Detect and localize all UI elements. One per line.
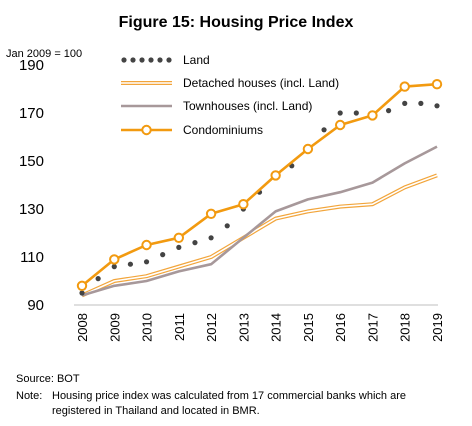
series-condominiums-marker (367, 110, 378, 121)
series-land-point (160, 252, 166, 258)
series-land-point (127, 261, 134, 267)
series-condominiums-marker (270, 170, 281, 181)
series-land-point (111, 264, 117, 270)
y-tick-label: 110 (20, 249, 44, 266)
series-condominiums-marker (109, 254, 120, 265)
series-land-point (224, 223, 230, 229)
series-lines (76, 79, 443, 298)
legend-detached-label: Detached houses (incl. Land) (183, 76, 339, 90)
series-land-point (353, 110, 359, 116)
x-tick-label: 2015 (301, 313, 316, 342)
series-land-point (192, 240, 198, 246)
legend-condominiums-swatch-marker (141, 124, 152, 136)
x-tick-label: 2017 (365, 313, 380, 342)
series-condominiums-marker (238, 199, 249, 210)
y-tick-label: 190 (19, 57, 44, 74)
legend: Land Detached houses (incl. Land) Townhous… (121, 53, 339, 137)
x-tick-label: 2011 (172, 313, 187, 341)
series-townhouses-line (81, 145, 438, 297)
x-tick-label: 2012 (204, 313, 219, 342)
series-condominiums-marker (431, 79, 443, 90)
series-condominiums-marker (302, 143, 314, 155)
x-tick-label: 2009 (107, 313, 122, 342)
series-land-point (79, 290, 85, 296)
series-land-point (176, 244, 182, 250)
series-condominiums-marker (173, 232, 185, 244)
legend-land-swatch-dot (148, 57, 154, 63)
legend-condominiums-label: Condominiums (183, 123, 263, 137)
x-tick-label: 2010 (140, 313, 155, 342)
series-condominiums-line (81, 82, 438, 287)
x-tick-label: 2018 (398, 313, 413, 342)
legend-land-swatch-dot (139, 57, 145, 63)
x-tick-label: 2013 (236, 313, 251, 342)
series-land-point (337, 110, 343, 116)
y-tick-label: 170 (19, 105, 44, 122)
x-tick-label: 2019 (430, 313, 445, 342)
x-tick-label: 2008 (75, 313, 90, 342)
series-detached-line-inner (81, 174, 438, 297)
x-tick-label: 2014 (269, 313, 284, 342)
series-land-point (208, 235, 214, 241)
y-tick-label: 90 (27, 297, 44, 314)
legend-land-label: Land (183, 53, 210, 67)
y-tick-label: 130 (19, 201, 44, 218)
legend-land-swatch-dot (166, 57, 172, 63)
legend-townhouses-label: Townhouses (incl. Land) (183, 99, 312, 113)
source-note: Source: BOT (16, 373, 80, 385)
series-land-point (418, 100, 424, 106)
series-condominiums-marker (76, 280, 88, 291)
series-land-point (95, 276, 101, 282)
note-line-2: registered in Thailand and located in BM… (52, 405, 260, 417)
y-tick-labels: 90 110 130 150 170 190 (19, 57, 44, 314)
series-condominiums-marker (399, 81, 410, 92)
y-axis-label: Jan 2009 = 100 (6, 48, 82, 60)
series-land-point (385, 108, 392, 114)
x-tick-labels: 2008 2009 2010 2011 2012 2013 2014 2015 2016 2017… (75, 313, 445, 342)
y-tick-label: 150 (19, 153, 44, 170)
note-line-1: Housing price index was calculated from … (52, 390, 406, 402)
series-land-point (321, 127, 327, 133)
legend-land-swatch-dot (157, 57, 163, 63)
series-land-point (434, 103, 440, 109)
series-condominiums-marker (141, 239, 152, 251)
series-condominiums-marker (205, 208, 217, 220)
series-land-point (143, 259, 150, 265)
note-label: Note: (16, 390, 42, 402)
series-condominiums-marker (334, 119, 346, 131)
series-land-point (402, 100, 408, 106)
x-tick-label: 2016 (333, 313, 348, 342)
chart-title: Figure 15: Housing Price Index (119, 14, 354, 31)
legend-land-swatch-dot (130, 57, 136, 63)
legend-land-swatch-dot (121, 57, 127, 63)
